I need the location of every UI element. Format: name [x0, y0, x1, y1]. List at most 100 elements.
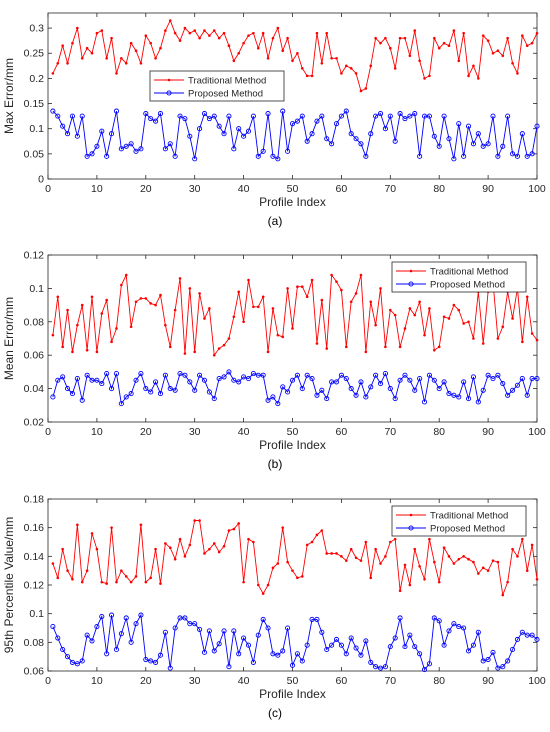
- data-point: [198, 519, 201, 522]
- data-point: [431, 615, 437, 621]
- data-point: [475, 629, 481, 635]
- data-point: [173, 31, 177, 35]
- data-point: [490, 376, 496, 382]
- data-point: [50, 394, 56, 400]
- data-point: [465, 396, 472, 402]
- data-point: [397, 377, 403, 383]
- chart-panel-2: 0 10 20 30 40 50 60 70 80 90 100 0.06 0.08 0.1 0.12 0.1…: [2, 494, 546, 721]
- data-point: [509, 151, 516, 157]
- data-point: [412, 644, 418, 650]
- data-point: [212, 29, 216, 32]
- data-point: [407, 632, 413, 638]
- data-point: [330, 552, 333, 555]
- data-point: [154, 547, 157, 551]
- data-point: [149, 302, 152, 305]
- data-point: [441, 113, 447, 119]
- data-point: [480, 387, 486, 393]
- data-point: [65, 386, 71, 392]
- data-point: [76, 323, 79, 327]
- data-point: [256, 305, 260, 309]
- data-point: [90, 532, 94, 535]
- data-point: [304, 642, 310, 648]
- data-point: [300, 285, 304, 289]
- data-point: [71, 41, 74, 45]
- y-tick-label: 0.3: [29, 23, 44, 35]
- data-point: [173, 308, 177, 312]
- data-point: [495, 372, 501, 378]
- data-point: [364, 540, 368, 544]
- series-line: [52, 520, 538, 597]
- data-point: [436, 386, 442, 392]
- data-point: [456, 121, 462, 127]
- data-point: [187, 379, 193, 385]
- x-tick-label: 90: [482, 426, 494, 438]
- data-point: [477, 77, 480, 80]
- data-point: [447, 44, 451, 47]
- data-point: [486, 569, 490, 572]
- data-point: [324, 136, 330, 142]
- data-point: [403, 563, 407, 567]
- x-tick-label: 30: [189, 675, 201, 687]
- data-point: [481, 34, 485, 37]
- data-point: [192, 621, 198, 627]
- data-point: [491, 51, 495, 55]
- data-point: [516, 555, 519, 558]
- data-point: [413, 29, 417, 32]
- data-point: [55, 113, 61, 119]
- data-point: [374, 323, 377, 327]
- data-point: [442, 315, 446, 319]
- data-point: [364, 350, 368, 354]
- data-point: [65, 131, 71, 137]
- data-point: [201, 377, 208, 383]
- data-point: [509, 387, 516, 393]
- data-point: [423, 333, 426, 337]
- data-point: [320, 62, 324, 65]
- data-point: [289, 662, 296, 668]
- data-point: [413, 547, 417, 551]
- data-point: [461, 379, 467, 385]
- legend-marker: [409, 513, 413, 517]
- data-point: [421, 667, 428, 673]
- legend-marker: [408, 281, 414, 287]
- data-point: [197, 626, 203, 632]
- data-point: [245, 376, 252, 382]
- data-point: [325, 31, 329, 35]
- data-point: [60, 374, 66, 380]
- data-point: [250, 113, 256, 119]
- x-tick-label: 20: [140, 426, 152, 438]
- data-point: [197, 126, 203, 132]
- data-point: [442, 546, 446, 550]
- data-point: [491, 559, 495, 562]
- data-point: [481, 342, 485, 345]
- data-point: [84, 372, 90, 378]
- data-point: [431, 133, 437, 139]
- data-point: [490, 113, 496, 119]
- y-axis-label: Max Error/mm: [2, 58, 16, 134]
- data-point: [324, 646, 330, 653]
- data-point: [441, 642, 447, 648]
- data-point: [506, 36, 509, 40]
- data-point: [457, 59, 461, 63]
- data-point: [426, 661, 432, 667]
- data-point: [511, 62, 514, 65]
- data-point: [534, 123, 540, 129]
- data-point: [100, 29, 104, 32]
- x-tick-label: 50: [287, 426, 299, 438]
- data-point: [428, 537, 431, 541]
- data-point: [461, 153, 467, 159]
- data-point: [363, 394, 369, 400]
- data-point: [182, 615, 188, 621]
- data-point: [304, 138, 310, 144]
- data-point: [475, 399, 481, 405]
- data-point: [134, 575, 138, 578]
- data-point: [462, 31, 465, 35]
- data-point: [162, 146, 168, 152]
- legend: Traditional Method Proposed Method: [391, 261, 527, 293]
- data-point: [115, 580, 118, 584]
- data-point: [241, 374, 247, 380]
- data-point: [452, 562, 456, 565]
- data-point: [465, 648, 472, 654]
- data-point: [157, 652, 164, 658]
- data-point: [208, 307, 211, 310]
- data-point: [157, 391, 164, 397]
